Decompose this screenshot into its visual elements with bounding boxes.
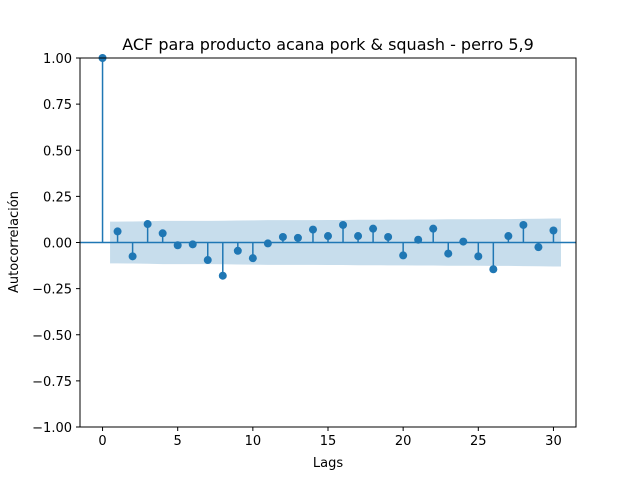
y-tick-label-3: 0.25	[43, 190, 72, 205]
y-tick-label-6: −0.50	[32, 329, 72, 344]
acf-point-lag-22	[429, 224, 438, 233]
y-axis-ticks: 1.00 0.75 0.50 0.25 0.00 −0.25 −0.50 −0.75 −1.00	[32, 52, 80, 436]
acf-point-lag-15	[324, 232, 332, 241]
acf-point-lag-5	[173, 241, 182, 250]
y-tick-label-1: 0.75	[43, 98, 72, 113]
point-layer	[98, 54, 558, 280]
acf-point-lag-23	[444, 249, 453, 258]
y-tick-label-5: −0.25	[32, 283, 72, 298]
acf-point-lag-12	[278, 232, 287, 241]
acf-point-lag-4	[158, 229, 167, 238]
acf-point-lag-16	[339, 220, 348, 229]
acf-point-lag-21	[414, 235, 423, 244]
acf-point-lag-27	[504, 232, 513, 241]
y-tick-label-2: 0.50	[43, 144, 72, 159]
acf-point-lag-1	[113, 227, 122, 236]
acf-point-lag-11	[263, 239, 272, 248]
acf-point-lag-30	[549, 226, 558, 235]
x-tick-label-15: 15	[320, 434, 337, 449]
acf-point-lag-20	[399, 251, 408, 260]
x-axis-ticks: 0 5 10 15 20 25 30	[98, 427, 562, 449]
acf-point-lag-29	[534, 243, 543, 252]
y-tick-label-7: −0.75	[32, 375, 72, 390]
acf-point-lag-24	[459, 237, 468, 246]
acf-point-lag-7	[203, 256, 212, 265]
y-tick-label-8: −1.00	[32, 421, 72, 436]
acf-point-lag-8	[218, 271, 227, 280]
acf-point-lag-28	[519, 220, 528, 229]
x-tick-label-0: 0	[98, 434, 106, 449]
x-tick-label-20: 20	[395, 434, 412, 449]
acf-point-lag-26	[489, 265, 498, 274]
plot-area	[80, 54, 576, 280]
x-tick-label-10: 10	[245, 434, 262, 449]
acf-point-lag-2	[128, 252, 137, 261]
acf-point-lag-10	[248, 254, 257, 263]
acf-point-lag-6	[188, 240, 197, 249]
acf-point-lag-25	[474, 252, 483, 261]
x-axis-label: Lags	[313, 456, 343, 471]
x-tick-label-30: 30	[545, 434, 562, 449]
acf-point-lag-13	[293, 233, 302, 242]
acf-point-lag-3	[143, 220, 152, 229]
acf-point-lag-14	[308, 225, 317, 234]
chart-title: ACF para producto acana pork & squash - …	[122, 35, 534, 54]
y-tick-label-4: 0.00	[43, 237, 72, 252]
acf-point-lag-9	[233, 246, 242, 255]
y-axis-label: Autocorrelación	[7, 191, 22, 293]
x-tick-label-25: 25	[470, 434, 487, 449]
acf-point-lag-19	[384, 232, 393, 241]
y-tick-label-0: 1.00	[43, 52, 72, 67]
acf-point-lag-18	[369, 224, 378, 233]
acf-point-lag-17	[354, 232, 363, 241]
x-tick-label-5: 5	[174, 434, 182, 449]
